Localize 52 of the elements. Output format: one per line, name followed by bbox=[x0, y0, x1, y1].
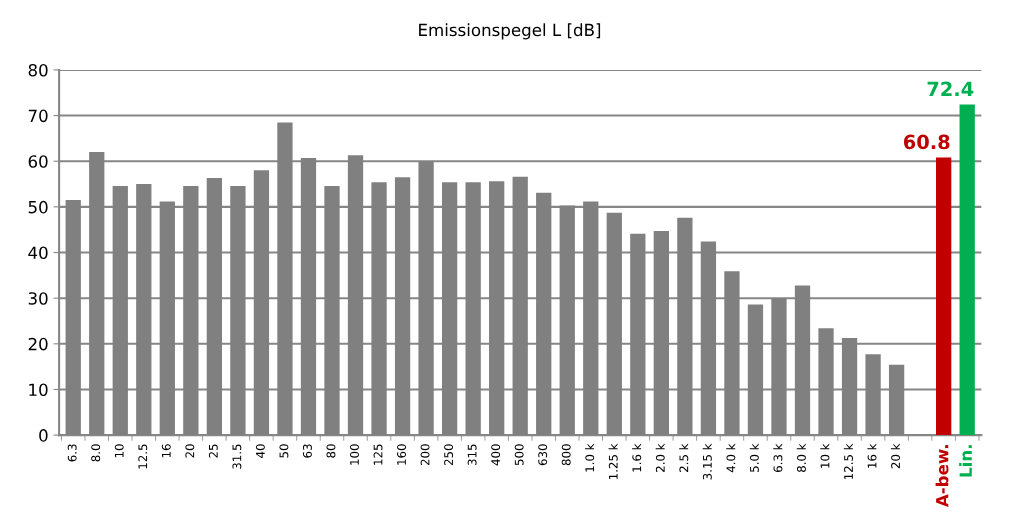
x-tick-label: 500 bbox=[514, 444, 524, 466]
x-tick-label: 5.0 k bbox=[749, 443, 759, 472]
x-tick-label: 1.6 k bbox=[632, 443, 642, 472]
x-tick-label: 63 bbox=[302, 444, 312, 458]
x-tick-label: 16 bbox=[161, 444, 171, 458]
x-tick-label: 315 bbox=[467, 444, 477, 466]
data-label: 60.8 bbox=[903, 134, 950, 150]
y-tick-label: 40 bbox=[28, 246, 48, 260]
y-tick-label: 10 bbox=[29, 383, 48, 397]
y-tick-label: 60 bbox=[28, 155, 48, 168]
y-tick-label: 80 bbox=[28, 63, 48, 77]
x-tick-label: 40 bbox=[255, 444, 265, 458]
x-tick-label: 8.0 k bbox=[796, 443, 806, 473]
x-tick-label: 800 bbox=[561, 444, 571, 466]
x-tick-label: 6.3 bbox=[67, 444, 77, 462]
bar bbox=[959, 104, 975, 436]
x-tick-label: 12.5 k bbox=[843, 443, 853, 480]
x-tick-label: 10 bbox=[114, 444, 124, 458]
x-tick-label: 160 bbox=[397, 444, 406, 465]
x-tick-label: 20 k bbox=[890, 443, 901, 469]
x-tick-label: 20 bbox=[185, 444, 195, 458]
x-tick-label: 630 bbox=[538, 444, 548, 466]
x-tick-label: 10 k bbox=[820, 443, 830, 468]
x-tick-label: 80 bbox=[326, 444, 336, 458]
x-tick-label: 31.5 bbox=[232, 444, 242, 469]
bar bbox=[936, 157, 952, 436]
y-tick-label: 70 bbox=[28, 109, 48, 123]
x-tick-label: 2.5 k bbox=[679, 443, 689, 472]
x-tick-label: 3.15 k bbox=[702, 443, 712, 480]
x-tick-label: Lin. bbox=[959, 445, 972, 477]
y-tick-label: 0 bbox=[39, 429, 48, 442]
x-tick-label: 12.5 bbox=[138, 444, 148, 469]
x-tick-label: 1.0 k bbox=[585, 443, 595, 472]
x-tick-label: 6.3 k bbox=[773, 443, 783, 472]
x-tick-label: 16 k bbox=[867, 443, 877, 468]
data-label: 72.4 bbox=[927, 81, 974, 97]
x-tick-label: 25 bbox=[208, 444, 218, 458]
y-tick-label: 50 bbox=[28, 200, 48, 214]
y-tick-label: 30 bbox=[28, 292, 48, 305]
x-tick-label: 125 bbox=[373, 444, 383, 465]
x-tick-label: 4.0 k bbox=[726, 443, 736, 473]
x-tick-label: A-bew. bbox=[935, 445, 949, 508]
x-tick-label: 1.25 k bbox=[608, 443, 618, 480]
x-tick-label: 400 bbox=[491, 444, 501, 466]
x-tick-label: 250 bbox=[444, 444, 454, 466]
x-tick-label: 100 bbox=[350, 444, 359, 465]
x-tick-label: 200 bbox=[420, 444, 430, 466]
x-tick-label: 8.0 bbox=[91, 444, 101, 462]
x-tick-label: 2.0 k bbox=[655, 443, 665, 472]
y-tick-label: 20 bbox=[28, 337, 48, 351]
x-tick-label: 50 bbox=[279, 444, 289, 458]
chart-title: Emissionspegel L [dB] bbox=[419, 23, 601, 40]
